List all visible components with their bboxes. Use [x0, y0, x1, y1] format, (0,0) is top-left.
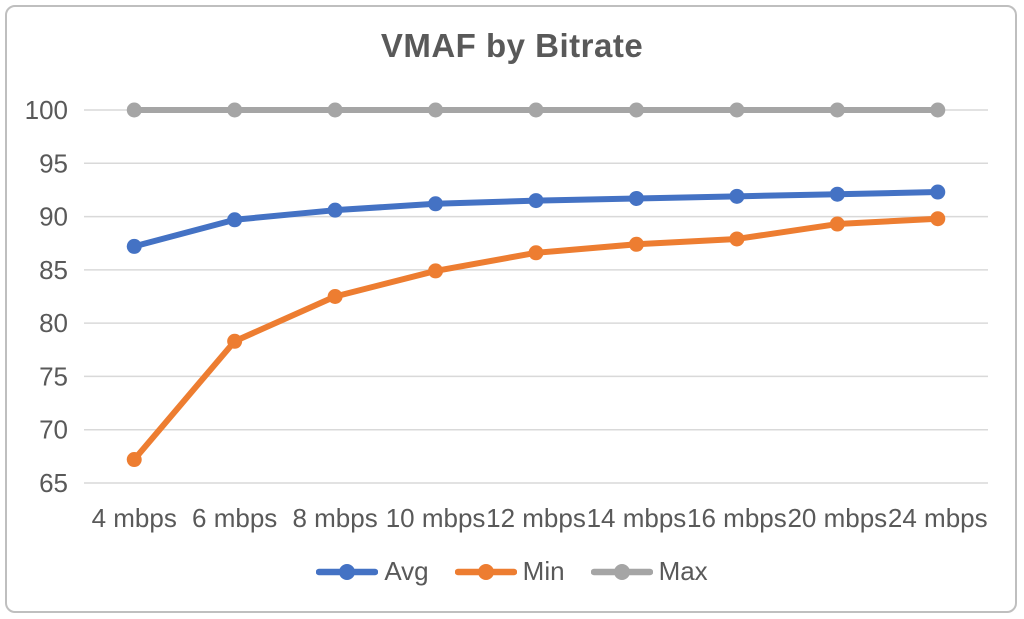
- data-point-max-3: [428, 102, 444, 118]
- y-tick-label: 65: [39, 468, 68, 498]
- data-point-max-5: [628, 102, 644, 118]
- data-point-avg-5: [628, 190, 644, 206]
- data-point-min-0: [126, 452, 142, 468]
- data-point-avg-2: [327, 202, 343, 218]
- data-point-min-4: [528, 245, 544, 261]
- data-point-avg-0: [126, 238, 142, 254]
- legend-label: Min: [522, 556, 565, 586]
- x-tick-label: 14 mbps: [587, 503, 687, 533]
- x-tick-label: 12 mbps: [486, 503, 586, 533]
- chart-title: VMAF by Bitrate: [380, 27, 644, 64]
- data-point-min-1: [227, 333, 243, 349]
- data-point-avg-4: [528, 193, 544, 209]
- legend-marker-icon: [454, 563, 517, 580]
- legend-label: Max: [658, 556, 708, 586]
- data-point-min-8: [930, 211, 946, 227]
- data-point-avg-7: [829, 186, 845, 202]
- data-point-min-3: [428, 263, 444, 279]
- data-point-avg-6: [729, 188, 745, 204]
- x-tick-label: 16 mbps: [687, 503, 787, 533]
- x-tick-label: 24 mbps: [888, 503, 988, 533]
- y-tick-label: 85: [39, 255, 68, 285]
- y-tick-label: 95: [39, 148, 68, 178]
- legend-marker-icon: [316, 563, 379, 580]
- chart-legend: Avg Min Max: [0, 556, 1024, 587]
- legend-item-avg: Avg: [316, 556, 429, 587]
- x-tick-label: 8 mbps: [292, 503, 377, 533]
- legend-item-min: Min: [454, 556, 565, 587]
- data-point-min-2: [327, 289, 343, 304]
- data-point-min-5: [628, 236, 644, 252]
- data-point-max-6: [729, 102, 745, 118]
- y-tick-label: 70: [39, 415, 68, 445]
- data-point-min-6: [729, 231, 745, 247]
- data-point-max-2: [327, 102, 343, 118]
- y-tick-label: 80: [39, 308, 68, 338]
- data-point-max-4: [528, 102, 544, 118]
- x-tick-label: 4 mbps: [92, 503, 177, 533]
- legend-item-max: Max: [590, 556, 708, 587]
- x-tick-label: 20 mbps: [787, 503, 887, 533]
- legend-marker-icon: [590, 563, 653, 580]
- data-point-max-1: [227, 102, 243, 118]
- legend-label: Avg: [384, 556, 429, 586]
- data-point-avg-8: [930, 184, 946, 200]
- data-point-avg-3: [428, 196, 444, 212]
- y-tick-label: 100: [25, 95, 68, 125]
- x-tick-label: 10 mbps: [386, 503, 486, 533]
- data-point-max-0: [126, 102, 142, 118]
- y-tick-label: 75: [39, 361, 68, 391]
- data-point-avg-1: [227, 212, 243, 228]
- x-tick-label: 6 mbps: [192, 503, 277, 533]
- data-point-max-8: [930, 102, 946, 118]
- y-tick-label: 90: [39, 202, 68, 232]
- data-point-min-7: [829, 216, 845, 232]
- data-point-max-7: [829, 102, 845, 118]
